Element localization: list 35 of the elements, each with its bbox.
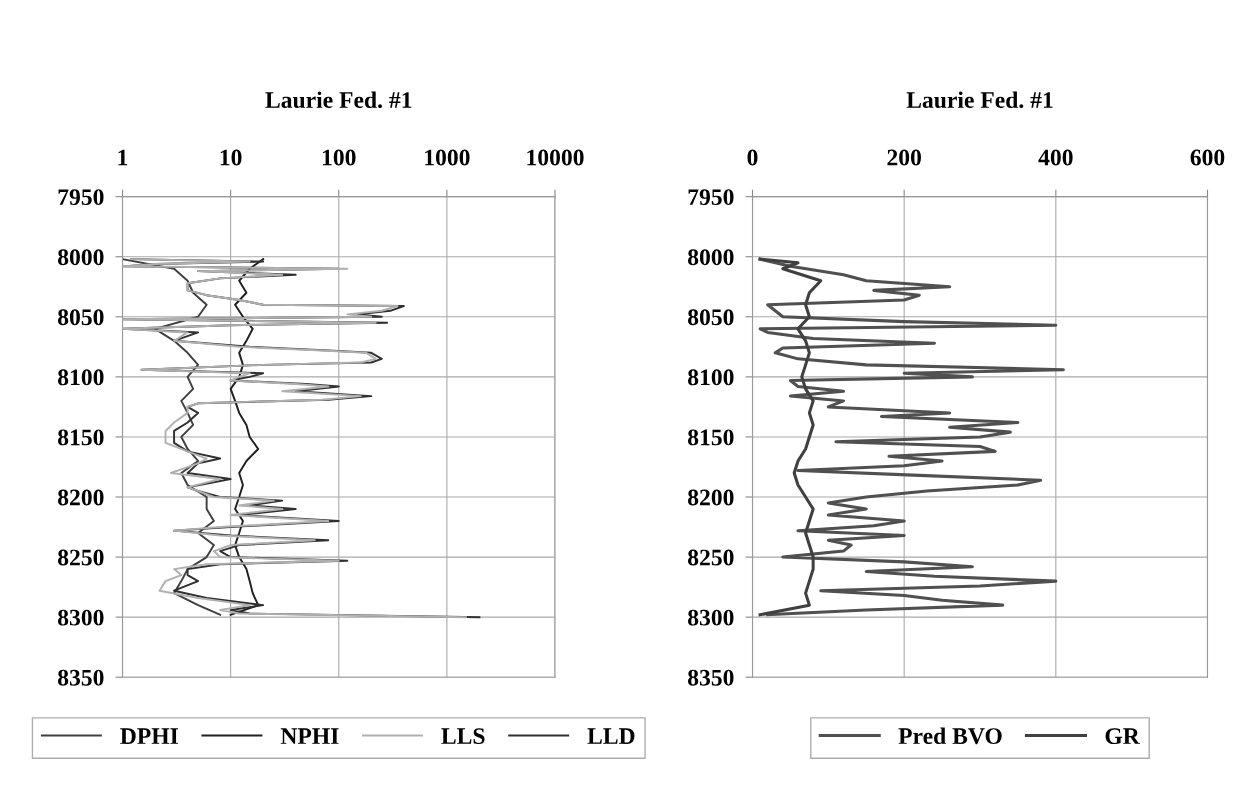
y-tick-label: 8050 [688,309,734,326]
y-tick-label: 8250 [58,549,104,566]
x-tick-label: 1000 [425,149,470,166]
x-tick-label: 600 [1190,149,1225,166]
y-tick-label: 8350 [58,669,104,686]
y-tick-label: 7950 [58,189,104,206]
chart-title: Laurie Fed. #1 [265,91,412,109]
legend-label: NPHI [280,728,339,744]
x-tick-label: 1 [118,149,128,166]
y-tick-label: 8100 [58,369,104,386]
y-tick-label: 8000 [688,249,734,266]
x-tick-label: 10000 [527,149,584,166]
y-tick-label: 8200 [688,489,734,506]
legend-label: DPHI [120,728,179,744]
y-tick-label: 8250 [688,549,734,566]
x-tick-label: 200 [887,149,921,166]
y-tick-label: 8150 [688,429,734,446]
y-tick-label: 8000 [58,249,104,266]
y-tick-label: 8350 [688,669,734,686]
y-tick-label: 8050 [58,309,104,326]
y-tick-label: 8150 [58,429,104,446]
x-tick-label: 400 [1038,149,1073,166]
chart-title: Laurie Fed. #1 [906,91,1053,109]
x-tick-label: 10 [220,149,242,166]
legend-label: GR [1105,728,1140,745]
x-tick-label: 100 [322,149,356,166]
y-tick-label: 8300 [58,609,104,626]
y-tick-label: 8200 [58,489,104,506]
y-tick-label: 8300 [688,609,734,626]
y-tick-label: 8100 [688,369,734,386]
legend-label: LLD [587,728,635,744]
legend-label: LLS [441,728,485,745]
legend-label: Pred BVO [898,727,1002,745]
x-tick-label: 0 [747,149,758,166]
y-tick-label: 7950 [688,189,734,206]
